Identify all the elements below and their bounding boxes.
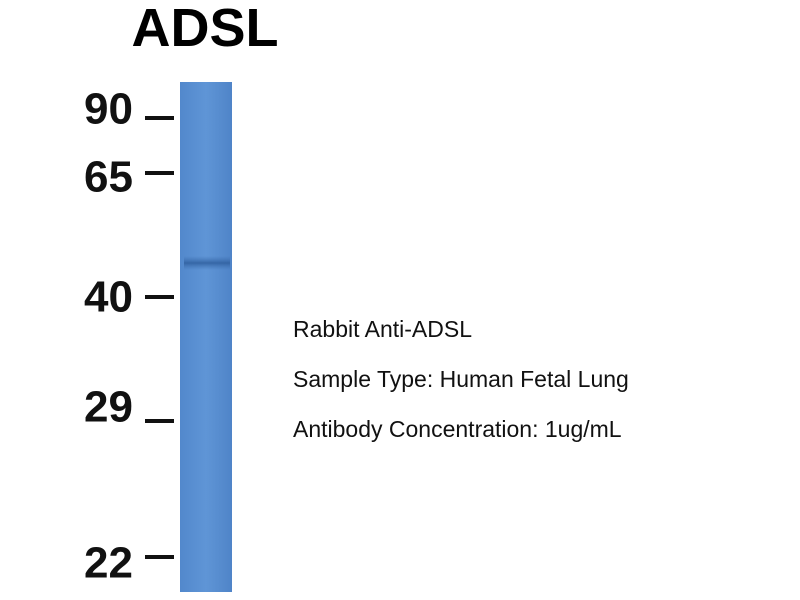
- gel-lane: [180, 82, 232, 592]
- title: ADSL: [132, 0, 279, 58]
- marker-label: 90: [84, 85, 133, 134]
- marker-label: 40: [84, 273, 133, 322]
- annotation: Sample Type: Human Fetal Lung: [293, 366, 629, 392]
- annotation: Antibody Concentration: 1ug/mL: [293, 416, 622, 442]
- annotation: Rabbit Anti-ADSL: [293, 316, 472, 342]
- marker-label: 29: [84, 383, 133, 432]
- marker-label: 65: [84, 153, 133, 202]
- marker-label: 22: [84, 539, 133, 588]
- marker-ladder: 90 65 40 29 22: [84, 85, 174, 588]
- protein-band: [184, 256, 230, 270]
